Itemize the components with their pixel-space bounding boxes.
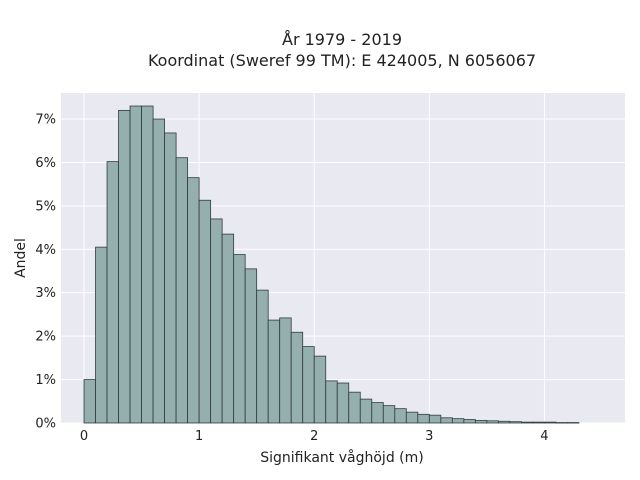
histogram-bar-24 (359, 398, 373, 424)
histogram-bar-33 (463, 419, 476, 424)
x-axis-ticks: 0 1 2 3 4 (80, 429, 549, 444)
histogram-bar-6 (152, 118, 165, 424)
y-tick-label: 7% (35, 113, 56, 128)
x-tick-label: 1 (195, 429, 203, 444)
histogram-bar-8 (175, 157, 189, 424)
y-tick-label: 3% (35, 286, 56, 301)
histogram-bar-42 (567, 422, 580, 424)
y-tick-label: 4% (35, 243, 56, 258)
histogram-bar-13 (233, 254, 246, 424)
y-axis-label: Andel (13, 238, 29, 278)
histogram-bar-15 (256, 289, 269, 424)
histogram-bar-25 (371, 402, 384, 424)
histogram-bar-9 (187, 177, 200, 424)
histogram-bar-41 (555, 422, 568, 424)
y-tick-label: 0% (35, 417, 56, 432)
histogram-bar-14 (244, 268, 258, 424)
histogram-bar-3 (118, 109, 131, 424)
histogram-bar-2 (106, 161, 119, 424)
histogram-bar-4 (129, 105, 142, 424)
histogram-bar-23 (348, 391, 361, 424)
y-axis-ticks: 0% 1% 2% 3% 4% 5% 6% 7% (35, 113, 56, 432)
histogram-bar-7 (164, 132, 177, 424)
histogram-bar-18 (290, 331, 304, 424)
chart-subtitle: Koordinat (Sweref 99 TM): E 424005, N 60… (148, 51, 536, 70)
histogram-bar-21 (325, 380, 338, 424)
y-tick-label: 5% (35, 199, 56, 214)
histogram-bar-31 (440, 417, 453, 424)
histogram-bar-19 (302, 346, 315, 424)
bars (83, 105, 580, 424)
x-tick-label: 2 (310, 429, 318, 444)
histogram-bar-27 (394, 408, 407, 424)
histogram-bar-36 (497, 420, 511, 424)
histogram-bar-17 (279, 317, 292, 424)
histogram-bar-10 (198, 199, 212, 424)
y-tick-label: 2% (35, 330, 56, 345)
histogram-bar-28 (405, 411, 419, 424)
x-tick-label: 3 (425, 429, 433, 444)
y-tick-label: 1% (35, 373, 56, 388)
histogram-bar-34 (474, 419, 488, 424)
histogram-bar-16 (267, 319, 281, 424)
histogram-bar-39 (532, 421, 545, 424)
histogram-bar-26 (382, 405, 396, 424)
histogram-bar-22 (336, 382, 350, 424)
histogram-bar-0 (83, 379, 96, 424)
histogram-bar-20 (313, 355, 327, 424)
histogram-bar-35 (486, 420, 499, 424)
histogram-bar-32 (451, 418, 465, 424)
histogram-bar-12 (221, 233, 235, 424)
histogram-bar-30 (428, 414, 442, 424)
x-axis-label: Signifikant våghöjd (m) (260, 449, 423, 466)
histogram-bar-38 (521, 421, 534, 424)
histogram-bar-5 (141, 105, 154, 424)
chart-title: År 1979 - 2019 (282, 30, 402, 49)
x-tick-label: 0 (80, 429, 88, 444)
histogram-bar-40 (544, 421, 557, 424)
x-tick-label: 4 (540, 429, 548, 444)
histogram-bar-37 (509, 421, 522, 424)
histogram-bar-11 (210, 218, 223, 424)
histogram-bar-29 (417, 413, 430, 424)
y-tick-label: 6% (35, 156, 56, 171)
histogram-bar-1 (95, 246, 108, 424)
